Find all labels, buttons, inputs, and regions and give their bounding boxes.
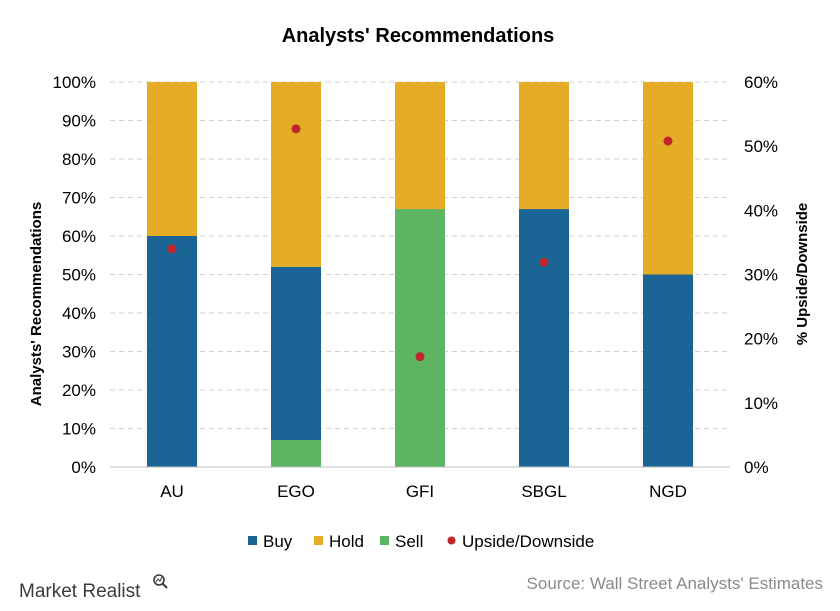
right-tick-label: 20% bbox=[744, 330, 778, 349]
category-axis-ticks: AU EGO GFI SBGL NGD bbox=[160, 482, 687, 501]
legend-item-buy: Buy bbox=[248, 532, 293, 551]
upside-marker-sbgl bbox=[539, 257, 549, 267]
bar-sell-gfi bbox=[395, 209, 445, 468]
bar-hold-gfi bbox=[395, 82, 445, 210]
category-label-sbgl: SBGL bbox=[521, 482, 566, 501]
left-axis-ticks: 0% 10% 20% 30% 40% 50% 60% 70% 80% 90% 100% bbox=[53, 73, 96, 477]
legend-swatch bbox=[447, 536, 456, 545]
left-axis-label: Analysts' Recommendations bbox=[28, 202, 45, 406]
category-label-au: AU bbox=[160, 482, 184, 501]
left-tick-label: 80% bbox=[62, 150, 96, 169]
legend-label: Sell bbox=[395, 532, 423, 551]
right-tick-label: 60% bbox=[744, 73, 778, 92]
bar-buy-au bbox=[147, 236, 197, 467]
bar-sell-ego bbox=[271, 440, 321, 467]
right-tick-label: 50% bbox=[744, 137, 778, 156]
legend-label: Buy bbox=[263, 532, 293, 551]
right-tick-label: 40% bbox=[744, 201, 778, 220]
left-tick-label: 30% bbox=[62, 343, 96, 362]
chart-title: Analysts' Recommendations bbox=[282, 25, 555, 47]
right-tick-label: 0% bbox=[744, 458, 769, 477]
bar-hold-sbgl bbox=[519, 82, 569, 210]
category-label-gfi: GFI bbox=[406, 482, 434, 501]
right-tick-label: 10% bbox=[744, 394, 778, 413]
legend-swatch bbox=[314, 536, 323, 545]
legend-item-hold: Hold bbox=[314, 532, 364, 551]
upside-marker-ngd bbox=[663, 136, 673, 146]
legend-item-upside-downside: Upside/Downside bbox=[447, 532, 594, 551]
bar-buy-sbgl bbox=[519, 209, 569, 468]
legend-item-sell: Sell bbox=[380, 532, 423, 551]
left-tick-label: 20% bbox=[62, 381, 96, 400]
category-label-ngd: NGD bbox=[649, 482, 687, 501]
left-tick-label: 10% bbox=[62, 420, 96, 439]
legend-label: Upside/Downside bbox=[462, 532, 594, 551]
bar-hold-ego bbox=[271, 82, 321, 267]
legend-swatch bbox=[248, 536, 257, 545]
right-axis-ticks: 0% 10% 20% 30% 40% 50% 60% bbox=[744, 73, 778, 477]
upside-marker-ego bbox=[291, 124, 301, 134]
left-tick-label: 40% bbox=[62, 304, 96, 323]
upside-marker-gfi bbox=[415, 352, 425, 362]
right-tick-label: 30% bbox=[744, 266, 778, 285]
brand-logo: Market Realist bbox=[19, 574, 168, 602]
left-tick-label: 50% bbox=[62, 266, 96, 285]
brand-name: Market Realist bbox=[19, 581, 141, 602]
left-tick-label: 100% bbox=[53, 73, 96, 92]
source-note: Source: Wall Street Analysts' Estimates bbox=[527, 574, 823, 593]
left-tick-label: 90% bbox=[62, 112, 96, 131]
bars bbox=[147, 82, 693, 468]
left-tick-label: 0% bbox=[71, 458, 96, 477]
category-label-ego: EGO bbox=[277, 482, 315, 501]
legend-swatch bbox=[380, 536, 389, 545]
upside-markers bbox=[167, 124, 673, 362]
magnifier-chart-icon bbox=[153, 574, 168, 589]
right-axis-label: % Upside/Downside bbox=[794, 203, 811, 346]
bar-buy-ego bbox=[271, 266, 321, 441]
left-tick-label: 70% bbox=[62, 189, 96, 208]
legend: Buy Hold Sell Upside/Downside bbox=[248, 532, 594, 551]
legend-label: Hold bbox=[329, 532, 364, 551]
bar-hold-au bbox=[147, 82, 197, 236]
upside-marker-au bbox=[167, 244, 177, 254]
bar-buy-ngd bbox=[643, 274, 693, 467]
bar-hold-ngd bbox=[643, 82, 693, 275]
left-tick-label: 60% bbox=[62, 227, 96, 246]
